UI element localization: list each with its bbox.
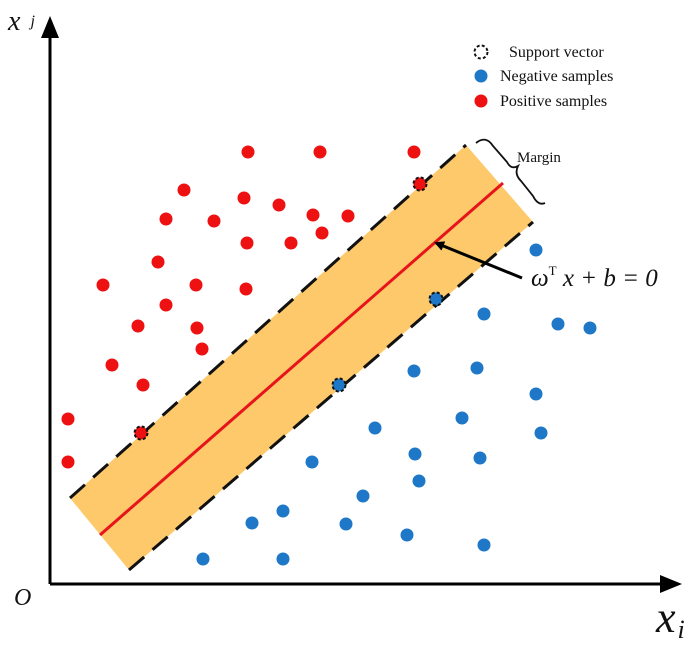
positive-sample bbox=[151, 255, 165, 269]
hyperplane-equation: ωT x + b = 0 bbox=[531, 263, 658, 292]
positive-sample bbox=[96, 278, 110, 292]
support-vector-negative bbox=[428, 291, 444, 307]
positive-sample bbox=[341, 209, 355, 223]
support-vector-negative bbox=[331, 377, 347, 393]
negative-sample bbox=[245, 516, 259, 530]
positive-sample bbox=[159, 212, 173, 226]
y-axis-arrowhead bbox=[41, 16, 59, 38]
positive-sample bbox=[61, 412, 75, 426]
negative-sample bbox=[534, 426, 548, 440]
positive-sample bbox=[105, 358, 119, 372]
legend-support-label: Support vector bbox=[509, 44, 604, 61]
negative-sample bbox=[276, 552, 290, 566]
negative-sample bbox=[400, 528, 414, 542]
negative-sample bbox=[477, 538, 491, 552]
support-vectors-group bbox=[133, 176, 444, 441]
positive-sample bbox=[407, 145, 421, 159]
negative-sample bbox=[412, 474, 426, 488]
y-axis-subscript: j bbox=[28, 13, 35, 30]
x-axis-subscript: i bbox=[678, 615, 685, 644]
equation-pointer-arrow bbox=[434, 241, 523, 280]
negative-samples-group bbox=[196, 243, 597, 566]
positive-sample bbox=[272, 198, 286, 212]
negative-sample bbox=[529, 243, 543, 257]
negative-sample bbox=[339, 517, 353, 531]
negative-sample bbox=[356, 489, 370, 503]
positive-sample bbox=[177, 183, 191, 197]
positive-sample bbox=[284, 236, 298, 250]
origin-label: O bbox=[14, 585, 31, 611]
margin-brace bbox=[475, 138, 546, 205]
x-axis-label: xi bbox=[655, 593, 685, 644]
legend-positive-label: Positive samples bbox=[500, 93, 607, 110]
positive-sample bbox=[136, 378, 150, 392]
positive-sample bbox=[306, 208, 320, 222]
negative-sample bbox=[196, 552, 210, 566]
positive-sample bbox=[159, 298, 173, 312]
legend-negative-label: Negative samples bbox=[500, 68, 613, 85]
equation-superscript: T bbox=[549, 263, 557, 278]
legend: Support vector Negative samples Positive… bbox=[473, 44, 613, 110]
negative-sample bbox=[583, 321, 597, 335]
positive-sample bbox=[240, 236, 254, 250]
margin-label: Margin bbox=[517, 150, 561, 166]
negative-sample bbox=[368, 421, 382, 435]
lower-margin-line bbox=[128, 220, 534, 572]
negative-sample bbox=[408, 447, 422, 461]
positive-sample bbox=[190, 321, 204, 335]
negative-sample bbox=[551, 317, 565, 331]
negative-sample bbox=[407, 364, 421, 378]
negative-sample bbox=[529, 387, 543, 401]
negative-sample bbox=[477, 307, 491, 321]
negative-sample bbox=[305, 455, 319, 469]
positive-sample bbox=[61, 455, 75, 469]
positive-sample bbox=[241, 145, 255, 159]
negative-sample bbox=[470, 361, 484, 375]
negative-sample bbox=[276, 504, 290, 518]
decision-hyperplane bbox=[99, 181, 504, 537]
positive-sample bbox=[313, 145, 327, 159]
x-axis-arrowhead bbox=[660, 575, 682, 593]
positive-sample bbox=[195, 342, 209, 356]
support-vector-positive bbox=[133, 425, 149, 441]
positive-sample bbox=[237, 191, 251, 205]
negative-sample bbox=[473, 451, 487, 465]
positive-sample bbox=[239, 282, 253, 296]
negative-sample bbox=[455, 411, 469, 425]
support-vector-positive bbox=[412, 176, 428, 192]
legend-positive-marker bbox=[474, 94, 488, 108]
positive-sample bbox=[315, 226, 329, 240]
legend-support-marker bbox=[473, 44, 489, 60]
positive-sample bbox=[189, 278, 203, 292]
positive-samples-group bbox=[61, 145, 421, 469]
upper-margin-line bbox=[69, 143, 467, 500]
positive-sample bbox=[207, 214, 221, 228]
positive-sample bbox=[131, 319, 145, 333]
legend-negative-marker bbox=[474, 69, 488, 83]
